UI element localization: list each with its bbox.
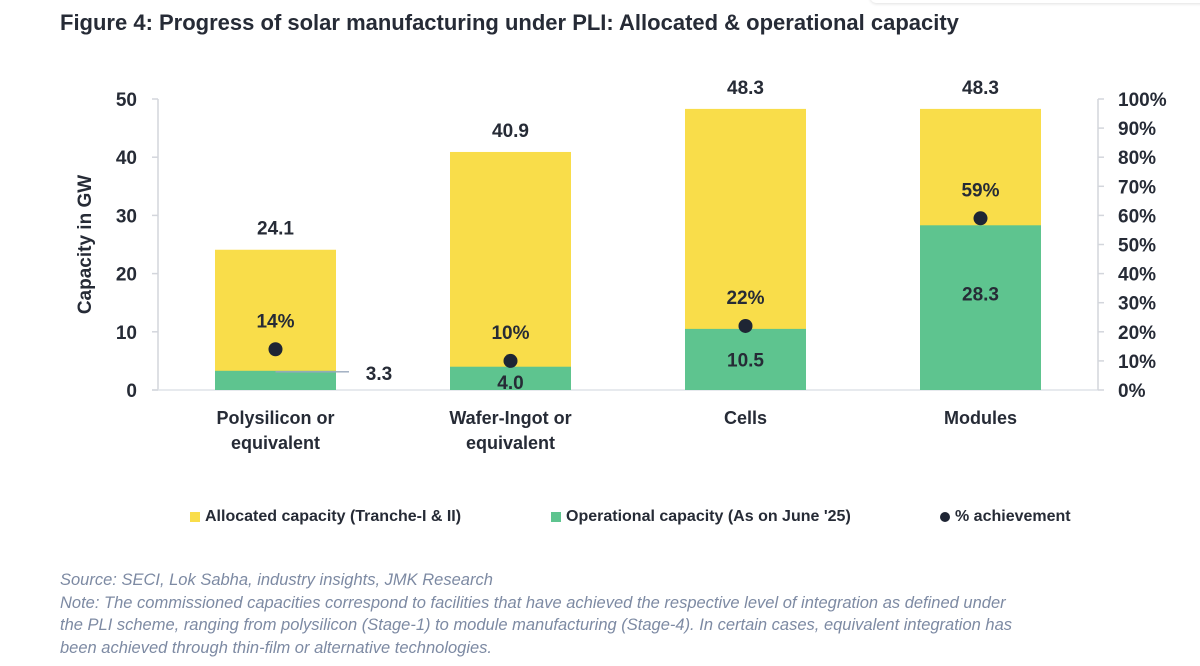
y-tick-label: 30 (116, 206, 137, 227)
note-line: been achieved through thin-film or alter… (60, 638, 493, 657)
x-category-label: Cells (724, 408, 767, 428)
y2-tick-label: 60% (1118, 206, 1156, 227)
figure-title: Figure 4: Progress of solar manufacturin… (60, 10, 959, 35)
y2-tick-label: 100% (1118, 90, 1167, 111)
bar-operational (215, 370, 336, 390)
note-line: the PLI scheme, ranging from polysilicon… (60, 616, 1013, 634)
x-category-label: equivalent (231, 433, 320, 453)
chart-notes: Source: SECI, Lok Sabha, industry insigh… (60, 569, 1180, 659)
bar-operational (685, 328, 806, 390)
chart-legend: Allocated capacity (Tranche-I & II) Oper… (0, 508, 1200, 530)
y-axis-title: Capacity in GW (75, 175, 96, 314)
y2-tick-label: 30% (1118, 294, 1156, 315)
data-label-allocated: 40.9 (492, 121, 529, 142)
y2-tick-label: 50% (1118, 236, 1156, 257)
source-text: Source: SECI, Lok Sabha, industry insigh… (60, 571, 493, 589)
legend-item-achievement: % achievement (940, 508, 1071, 526)
x-category-label: equivalent (466, 433, 555, 453)
y2-tick-label: 20% (1118, 323, 1156, 344)
legend-swatch-allocated (190, 512, 200, 522)
y-tick-label: 40 (116, 148, 137, 169)
bar-allocated (215, 249, 336, 390)
bar-operational (920, 225, 1041, 390)
data-label-achievement: 59% (961, 180, 999, 201)
legend-item-operational: Operational capacity (As on June '25) (551, 508, 851, 526)
y2-tick-label: 40% (1118, 265, 1156, 286)
legend-label-achievement: % achievement (955, 508, 1071, 525)
y-tick-label: 50 (116, 90, 137, 111)
bar-allocated (450, 151, 571, 390)
data-label-achievement: 14% (256, 311, 294, 332)
achievement-dot (268, 342, 283, 357)
y2-tick-label: 10% (1118, 352, 1156, 373)
data-label-operational: 28.3 (962, 285, 999, 306)
data-label-achievement: 10% (491, 323, 529, 344)
y2-tick-label: 80% (1118, 148, 1156, 169)
legend-item-allocated: Allocated capacity (Tranche-I & II) (190, 508, 461, 526)
data-label-allocated: 48.3 (727, 78, 764, 99)
x-category-label: Modules (944, 408, 1017, 428)
y-tick-label: 0 (126, 381, 137, 402)
x-category-label: Wafer-Ingot or (449, 408, 571, 428)
data-label-achievement: 22% (726, 288, 764, 309)
note-line: Note: The commissioned capacities corres… (60, 593, 1006, 612)
x-category-label: Polysilicon or (216, 408, 334, 428)
data-label-operational: 10.5 (727, 350, 764, 371)
y2-tick-label: 70% (1118, 177, 1156, 198)
data-label-operational: 4.0 (497, 373, 523, 394)
y-tick-label: 10 (116, 323, 137, 344)
y2-tick-label: 90% (1118, 119, 1156, 140)
legend-swatch-operational (551, 512, 561, 522)
data-label-operational: 3.3 (366, 364, 392, 385)
legend-label-allocated: Allocated capacity (Tranche-I & II) (205, 508, 462, 525)
bar-operational (450, 366, 571, 390)
y2-tick-label: 0% (1118, 381, 1146, 402)
legend-dot-achievement (940, 512, 950, 522)
data-label-allocated: 48.3 (962, 78, 999, 99)
achievement-dot (503, 353, 518, 368)
chart-area: 0 10 20 30 40 50 0% 10% 20% 30% 40% 50% 60% 70% 80% 90%… (75, 78, 1167, 453)
data-label-allocated: 24.1 (257, 219, 294, 240)
achievement-dot (973, 211, 988, 226)
achievement-dot (738, 318, 753, 333)
legend-label-operational: Operational capacity (As on June '25) (566, 508, 851, 525)
top-overlay-panel (870, 0, 1200, 3)
y-tick-label: 20 (116, 265, 137, 286)
